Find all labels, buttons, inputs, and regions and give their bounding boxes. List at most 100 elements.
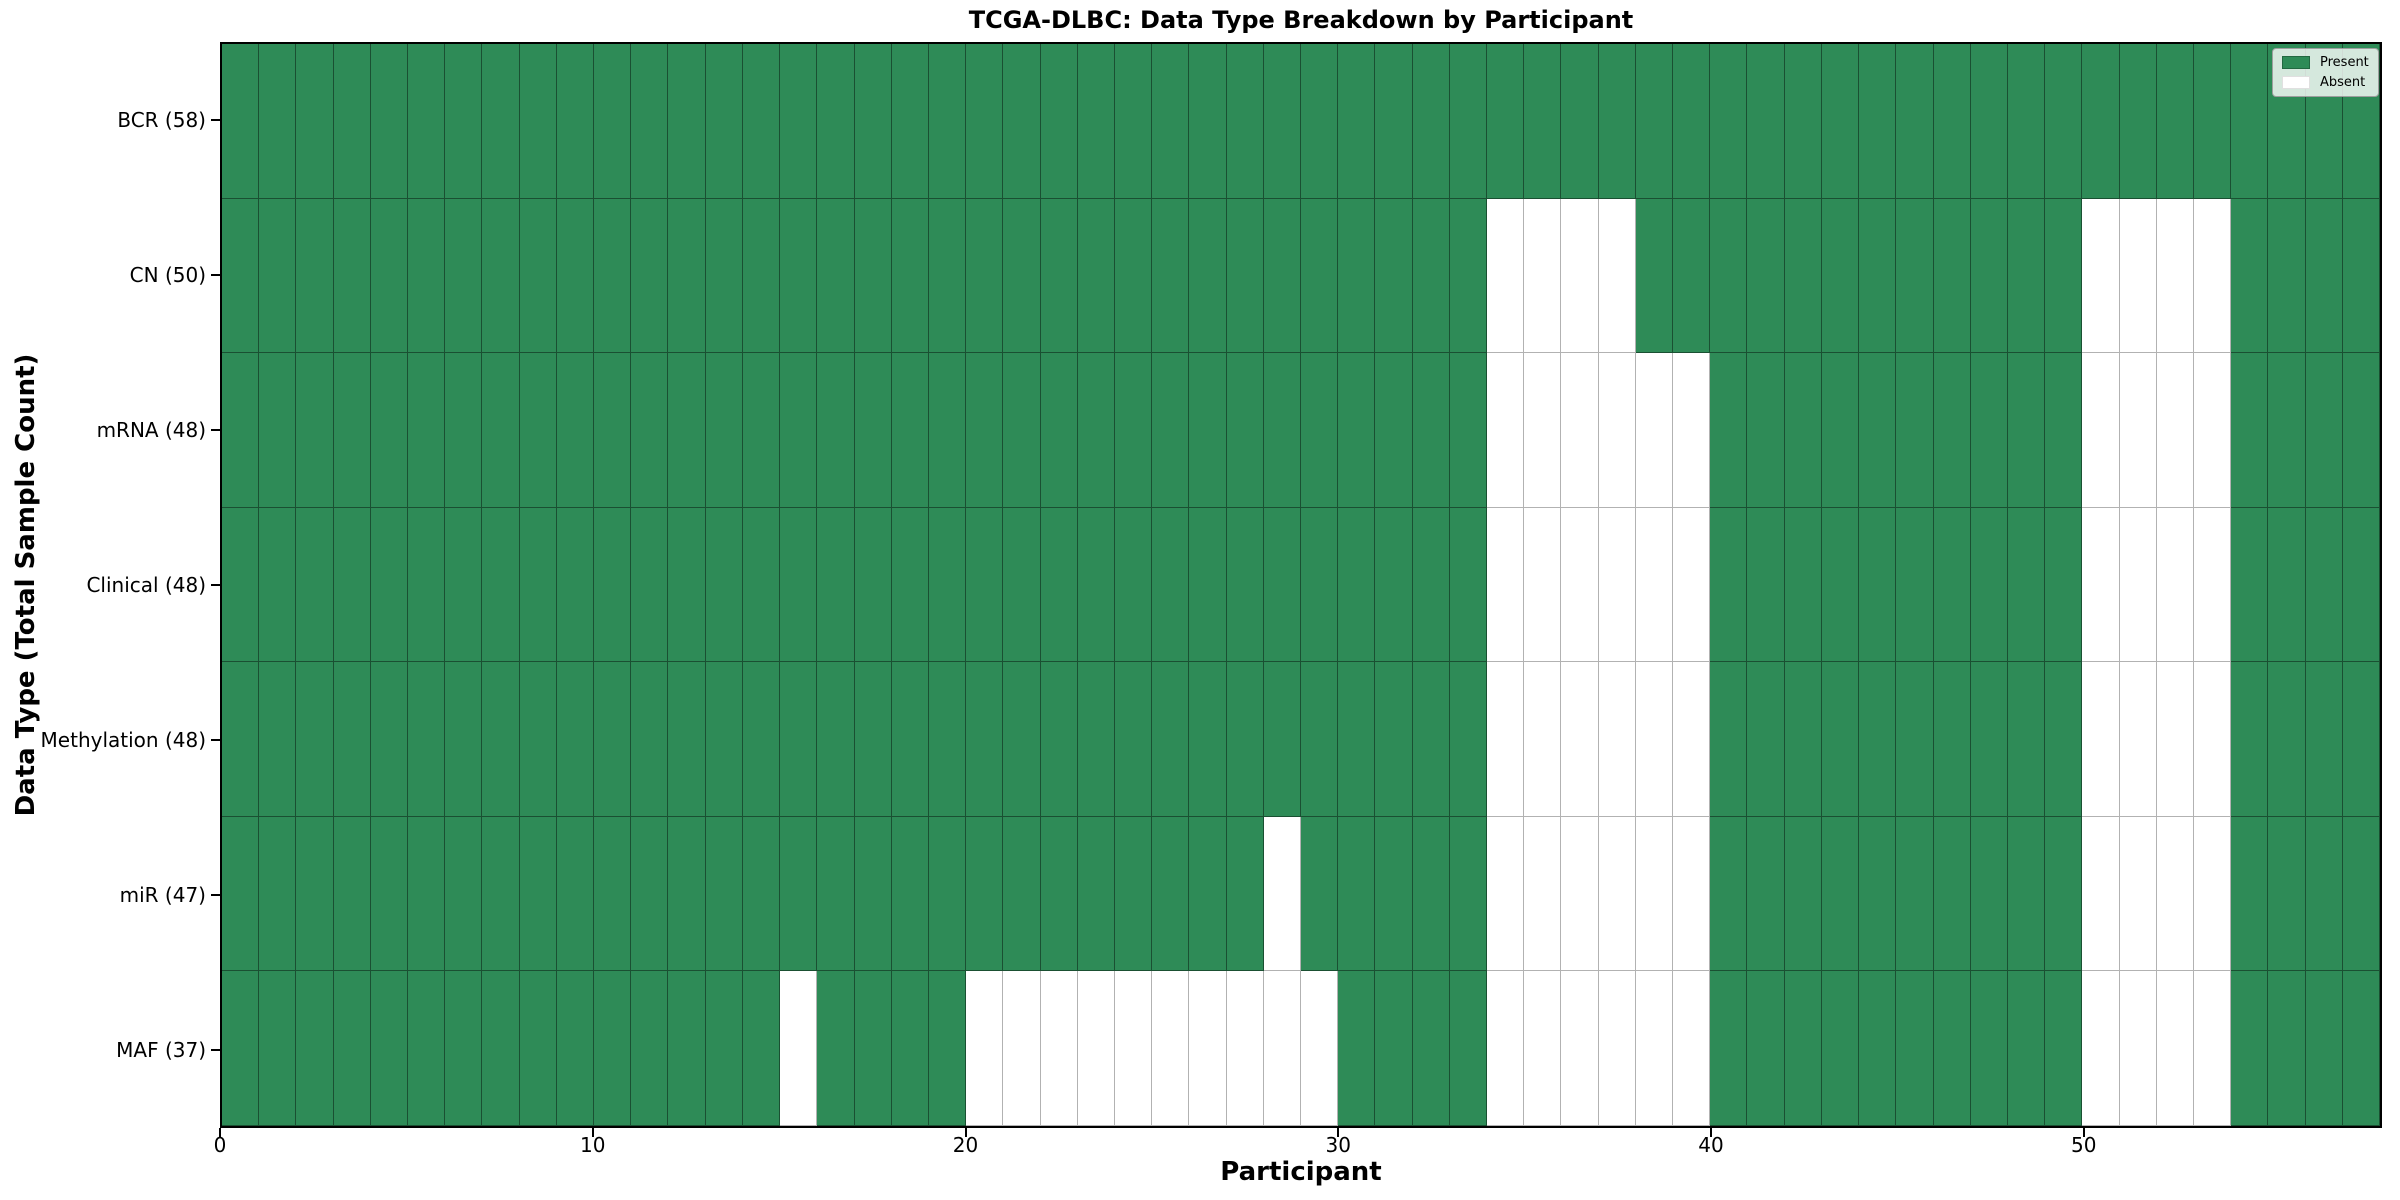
heatmap-cell	[556, 44, 595, 199]
heatmap-cell	[631, 507, 669, 663]
heatmap-cell	[2119, 353, 2157, 508]
heatmap-cell	[966, 198, 1004, 354]
heatmap-cell	[966, 662, 1004, 817]
heatmap-cell	[2082, 198, 2120, 354]
heatmap-cell	[1970, 971, 2008, 1126]
heatmap-cell	[1487, 353, 1525, 508]
heatmap-cell	[1859, 971, 1897, 1126]
heatmap-cell	[2119, 662, 2157, 817]
heatmap-cell	[1226, 971, 1264, 1126]
y-tick-mark	[211, 273, 220, 276]
heatmap-cell	[1003, 662, 1041, 817]
heatmap-cell	[2082, 816, 2120, 972]
heatmap-cell	[1375, 662, 1413, 817]
heatmap-cell	[1114, 816, 1153, 972]
heatmap-cell	[1412, 353, 1450, 508]
heatmap-cell	[1859, 662, 1897, 817]
heatmap-cell	[1710, 662, 1748, 817]
heatmap-cell	[631, 198, 669, 354]
heatmap-cell	[668, 816, 706, 972]
heatmap-cell	[594, 353, 632, 508]
heatmap-cell	[2342, 816, 2380, 972]
heatmap-cell	[2193, 507, 2232, 663]
heatmap-cell	[2268, 353, 2306, 508]
heatmap-cell	[408, 662, 446, 817]
heatmap-cell	[2082, 662, 2120, 817]
heatmap-cell	[296, 971, 334, 1126]
heatmap-cell	[1859, 198, 1897, 354]
y-tick-label: mRNA (48)	[96, 417, 206, 442]
heatmap-cell	[1784, 662, 1822, 817]
heatmap-cell	[1263, 507, 1301, 663]
heatmap-cell	[1598, 198, 1636, 354]
heatmap-cell	[370, 198, 409, 354]
heatmap-cell	[2305, 971, 2343, 1126]
heatmap-cell	[705, 971, 743, 1126]
heatmap-cell	[1301, 662, 1339, 817]
heatmap-cell	[519, 662, 557, 817]
heatmap-cell	[519, 198, 557, 354]
heatmap-cell	[482, 44, 520, 199]
heatmap-cell	[1970, 816, 2008, 972]
heatmap-cell	[594, 816, 632, 972]
heatmap-cell	[1189, 198, 1227, 354]
y-tick-label: miR (47)	[119, 883, 206, 908]
heatmap-cell	[445, 971, 483, 1126]
heatmap-cell	[1859, 816, 1897, 972]
heatmap-cell	[1040, 971, 1078, 1126]
heatmap-cell	[2268, 198, 2306, 354]
heatmap-cell	[705, 662, 743, 817]
heatmap-cell	[2045, 198, 2083, 354]
heatmap-cell	[1970, 198, 2008, 354]
x-tick-mark	[964, 1128, 967, 1137]
heatmap-cell	[594, 662, 632, 817]
heatmap-cell	[966, 971, 1004, 1126]
heatmap-cell	[2119, 971, 2157, 1126]
heatmap-cell	[2119, 44, 2157, 199]
heatmap-cell	[1114, 662, 1153, 817]
heatmap-cell	[1152, 44, 1190, 199]
heatmap-cell	[594, 507, 632, 663]
heatmap-cell	[891, 44, 929, 199]
heatmap-cell	[445, 44, 483, 199]
heatmap-cell	[854, 971, 892, 1126]
heatmap-cell	[1859, 353, 1897, 508]
heatmap-cell	[1263, 971, 1301, 1126]
heatmap-cell	[556, 353, 595, 508]
heatmap-cell	[1040, 353, 1078, 508]
heatmap-cell	[370, 507, 409, 663]
heatmap-cell	[966, 816, 1004, 972]
heatmap-cell	[1040, 662, 1078, 817]
x-tick-label: 50	[2071, 1133, 2097, 1157]
heatmap-cell	[1747, 971, 1785, 1126]
heatmap-cell	[1301, 353, 1339, 508]
heatmap-cell	[1896, 662, 1934, 817]
heatmap-cell	[2193, 198, 2232, 354]
heatmap-cell	[1784, 353, 1822, 508]
heatmap-cell	[1375, 816, 1413, 972]
x-tick-mark	[1337, 1128, 1340, 1137]
y-tick-mark	[211, 894, 220, 897]
heatmap-cell	[631, 44, 669, 199]
heatmap-cell	[556, 971, 595, 1126]
heatmap-cell	[742, 353, 781, 508]
heatmap-cell	[1412, 507, 1450, 663]
heatmap-cell	[445, 507, 483, 663]
heatmap-cell	[1524, 971, 1562, 1126]
heatmap-cell	[2342, 507, 2380, 663]
heatmap-cell	[259, 353, 297, 508]
heatmap-cell	[1635, 507, 1674, 663]
heatmap-cell	[742, 816, 781, 972]
heatmap-cell	[1747, 44, 1785, 199]
heatmap-cell	[1524, 662, 1562, 817]
heatmap-cell	[817, 44, 855, 199]
heatmap-cell	[1635, 198, 1674, 354]
heatmap-cell	[1077, 971, 1115, 1126]
heatmap-cell	[1412, 971, 1450, 1126]
heatmap-cell	[668, 971, 706, 1126]
heatmap-cell	[854, 44, 892, 199]
heatmap-cell	[891, 353, 929, 508]
heatmap-cell	[1784, 816, 1822, 972]
heatmap-cell	[928, 971, 967, 1126]
x-tick-label: 40	[1698, 1133, 1724, 1157]
